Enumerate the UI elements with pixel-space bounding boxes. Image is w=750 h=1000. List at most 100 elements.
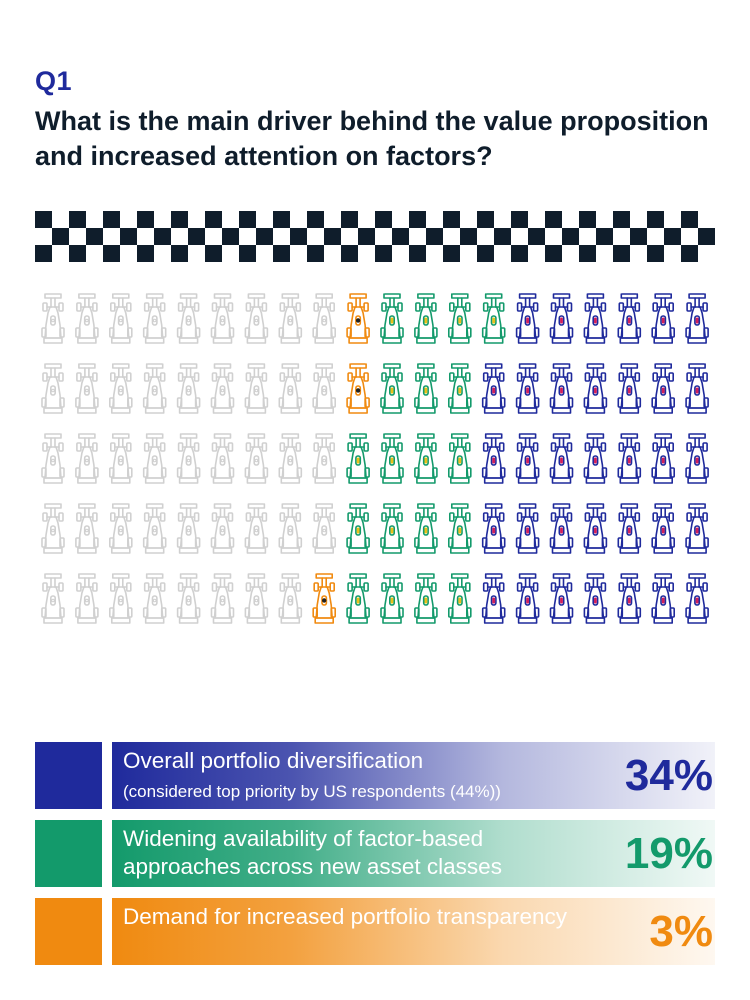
legend-label-transparency: Demand for increased portfolio transpare… xyxy=(123,904,567,929)
race-car-icon xyxy=(176,363,201,414)
race-car-icon xyxy=(685,503,709,554)
race-car-icon xyxy=(75,363,99,414)
race-car-icon xyxy=(515,573,540,624)
race-car-icon xyxy=(380,363,404,414)
race-car-icon xyxy=(583,293,608,344)
race-car-icon xyxy=(41,573,65,624)
race-car-icon xyxy=(651,433,676,484)
race-car-icon xyxy=(380,573,404,624)
race-car-icon xyxy=(41,433,65,484)
question-text: What is the main driver behind the value… xyxy=(35,106,709,171)
race-car-icon xyxy=(244,503,269,554)
legend-swatch-diversification xyxy=(35,742,102,809)
race-car-icon xyxy=(481,573,506,624)
legend-label-diversification: Overall portfolio diversification xyxy=(123,748,424,773)
race-car-icon xyxy=(617,363,642,414)
checkered-flag-banner xyxy=(35,211,715,262)
race-car-icon xyxy=(109,503,133,554)
race-car-icon xyxy=(651,293,676,344)
race-car-icon xyxy=(583,573,608,624)
race-car-icon xyxy=(312,363,337,414)
race-car-icon xyxy=(447,573,472,624)
race-car-icon xyxy=(583,433,608,484)
race-car-icon xyxy=(278,503,303,554)
race-car-icon xyxy=(414,573,438,624)
race-car-icon xyxy=(685,293,709,344)
race-car-icon xyxy=(651,503,676,554)
legend-swatch-transparency xyxy=(35,898,102,965)
race-car-icon xyxy=(109,573,133,624)
race-car-icon xyxy=(210,573,235,624)
race-car-icon xyxy=(41,503,65,554)
race-car-icon xyxy=(414,293,438,344)
race-car-icon xyxy=(447,433,472,484)
race-car-icon xyxy=(617,293,642,344)
legend-sublabel-diversification: (considered top priority by US responden… xyxy=(123,782,501,801)
race-car-icon xyxy=(549,503,574,554)
race-car-icon xyxy=(617,503,642,554)
race-car-icon xyxy=(515,363,540,414)
race-car-icon xyxy=(617,433,642,484)
legend-swatch-asset-classes xyxy=(35,820,102,887)
race-car-icon xyxy=(447,503,472,554)
race-car-icon xyxy=(244,573,269,624)
race-car-icon xyxy=(210,503,235,554)
race-car-icon xyxy=(346,573,370,624)
race-car-icon xyxy=(278,293,303,344)
legend-band-transparency xyxy=(112,898,715,965)
race-car-icon xyxy=(515,433,540,484)
race-car-icon xyxy=(515,503,540,554)
race-car-icon xyxy=(41,293,65,344)
race-car-icon xyxy=(41,363,65,414)
race-car-icon xyxy=(515,293,540,344)
race-car-icon xyxy=(617,573,642,624)
race-car-icon xyxy=(481,293,506,344)
legend-item-asset-classes: Widening availability of factor-based ap… xyxy=(35,820,715,887)
race-car-icon xyxy=(142,293,167,344)
race-car-icon xyxy=(481,433,506,484)
race-car-icon xyxy=(244,293,269,344)
race-car-icon xyxy=(109,293,133,344)
race-car-icon xyxy=(414,433,438,484)
legend-value-transparency: 3% xyxy=(649,907,713,956)
race-car-icon xyxy=(312,503,337,554)
race-car-icon xyxy=(346,503,370,554)
race-car-icon xyxy=(380,433,404,484)
race-car-icon xyxy=(312,293,337,344)
race-car-icon xyxy=(685,363,709,414)
race-car-icon xyxy=(481,503,506,554)
race-car-icon xyxy=(109,433,133,484)
race-car-icon xyxy=(75,503,99,554)
legend-value-diversification: 34% xyxy=(624,751,713,800)
legend-item-transparency: Demand for increased portfolio transpare… xyxy=(35,898,715,965)
race-car-icon xyxy=(346,433,370,484)
question-label: Q1 xyxy=(35,66,73,96)
race-car-icon xyxy=(142,503,167,554)
race-car-icon xyxy=(75,573,99,624)
race-car-icon xyxy=(142,363,167,414)
race-car-icon xyxy=(481,363,506,414)
race-car-icon xyxy=(142,573,167,624)
race-car-icon xyxy=(380,293,404,344)
race-car-icon xyxy=(142,433,167,484)
race-car-icon xyxy=(651,363,676,414)
race-car-icon xyxy=(414,363,438,414)
race-car-icon xyxy=(549,433,574,484)
race-car-icon xyxy=(549,363,574,414)
race-car-icon xyxy=(312,433,337,484)
race-car-icon xyxy=(447,293,472,344)
race-car-waffle-chart xyxy=(41,293,709,624)
race-car-icon xyxy=(380,503,404,554)
race-car-icon xyxy=(244,363,269,414)
race-car-icon xyxy=(210,363,235,414)
race-car-icon xyxy=(176,573,201,624)
race-car-icon xyxy=(278,433,303,484)
race-car-icon xyxy=(447,363,472,414)
race-car-icon xyxy=(312,573,337,624)
legend-band-asset-classes xyxy=(112,820,715,887)
race-car-icon xyxy=(583,503,608,554)
race-car-icon xyxy=(685,433,709,484)
race-car-icon xyxy=(176,503,201,554)
race-car-icon xyxy=(75,433,99,484)
race-car-icon xyxy=(109,363,133,414)
